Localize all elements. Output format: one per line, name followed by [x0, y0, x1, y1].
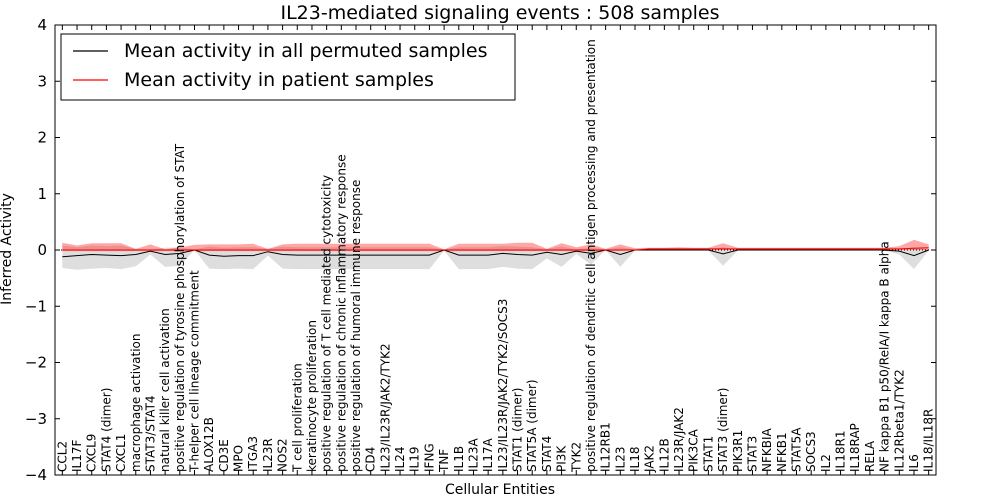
x-tick-label: STAT3 — [746, 436, 760, 472]
x-tick-label: macrophage activation — [129, 334, 143, 472]
x-tick-label: STAT5A (dimer) — [525, 379, 539, 472]
y-tick-label: 1 — [37, 185, 47, 203]
x-tick-label: IL23R — [261, 438, 275, 472]
x-tick-label: positive regulation of chronic inflammat… — [334, 154, 348, 472]
chart-title: IL23-mediated signaling events : 508 sam… — [280, 2, 719, 24]
legend-label-permuted: Mean activity in all permuted samples — [124, 40, 487, 62]
x-tick-label: STAT3 (dimer) — [716, 388, 730, 472]
x-tick-label: MPO — [232, 445, 246, 472]
series-line-permuted — [62, 249, 929, 258]
x-tick-label: IL18/IL18R — [922, 409, 936, 472]
x-tick-label: PIK3R1 — [731, 430, 745, 472]
x-tick-label: STAT4 — [540, 436, 554, 472]
x-tick-label: TYK2 — [569, 442, 583, 473]
legend-label-patient: Mean activity in patient samples — [124, 69, 434, 91]
x-tick-label: IL6 — [907, 454, 921, 472]
x-tick-label: positive regulation of dendritic cell an… — [584, 39, 598, 472]
y-axis-label: Inferred Activity — [0, 193, 15, 305]
x-tick-label: IL1B — [452, 446, 466, 472]
x-tick-label: RELA — [863, 440, 877, 472]
x-tick-label: IL23/IL23R/JAK2/TYK2 — [378, 343, 392, 472]
x-tick-label: CXCL9 — [85, 434, 99, 472]
x-tick-label: STAT1 (dimer) — [511, 388, 525, 472]
x-tick-label: CD4 — [364, 447, 378, 472]
x-tick-label: CCL2 — [55, 441, 69, 472]
y-tick-label: 4 — [37, 16, 47, 34]
x-tick-label: IL23 — [613, 447, 627, 473]
x-tick-label: positive regulation of T cell mediated c… — [320, 175, 334, 472]
x-tick-label: PI3K — [555, 445, 569, 472]
x-tick-label: T cell proliferation — [290, 363, 304, 473]
y-tick-label: 0 — [37, 241, 47, 259]
x-tick-label: positive regulation of humoral immune re… — [349, 180, 363, 472]
series-line-patient — [62, 247, 929, 251]
x-tick-label: IL18RAP — [848, 423, 862, 472]
x-tick-label: STAT1 — [701, 436, 715, 472]
x-tick-label: IL12Rbeta1/TYK2 — [892, 369, 906, 472]
y-tick-label: 2 — [37, 129, 47, 147]
legend: Mean activity in all permuted samples Mea… — [60, 33, 516, 101]
x-tick-label: IL18R1 — [834, 431, 848, 472]
band-patient — [62, 239, 929, 252]
x-tick-label: TNF — [437, 449, 451, 473]
x-tick-label: IL12RB1 — [599, 422, 613, 472]
x-tick-label: CD3E — [217, 439, 231, 472]
y-tick-label: −1 — [25, 297, 47, 315]
x-tick-label: STAT4 (dimer) — [99, 388, 113, 472]
x-tick-label: ALOX12B — [202, 417, 216, 472]
x-tick-label: IL24 — [393, 447, 407, 473]
band-permuted — [62, 245, 929, 270]
x-tick-label: T-helper cell lineage commitment — [188, 270, 202, 473]
x-tick-label: NF kappa B1 p50/RelA/I kappa B alpha — [878, 241, 892, 472]
y-tick-label: −3 — [25, 410, 47, 428]
x-tick-label: IL18 — [628, 447, 642, 473]
x-tick-label: IL17A — [481, 438, 495, 472]
x-tick-label: JAK2 — [643, 445, 657, 473]
x-axis-label: Cellular Entities — [445, 482, 555, 498]
x-tick-label: positive regulation of tyrosine phosphor… — [173, 143, 187, 472]
x-tick-label: SOCS3 — [804, 431, 818, 472]
x-tick-label: PIK3CA — [687, 428, 701, 472]
x-tick-label: ITGA3 — [246, 436, 260, 472]
x-tick-label: keratinocyte proliferation — [305, 320, 319, 472]
x-tick-label: NFKBIA — [760, 427, 774, 472]
x-tick-label: IL23/IL23R/JAK2/TYK2/SOCS3 — [496, 299, 510, 472]
x-tick-label: NOS2 — [276, 438, 290, 472]
x-tick-label: IL17F — [70, 440, 84, 472]
x-tick-label: natural killer cell activation — [158, 308, 172, 472]
x-tick-label: IL19 — [408, 447, 422, 473]
y-tick-label: −2 — [25, 354, 47, 372]
x-tick-label: STAT5A — [790, 427, 804, 472]
x-tick-label: IFNG — [422, 443, 436, 472]
y-tick-label: 3 — [37, 72, 47, 90]
x-tick-label: NFKB1 — [775, 432, 789, 472]
x-tick-label: IL23R/JAK2 — [672, 407, 686, 472]
x-tick-label: CXCL1 — [114, 434, 128, 472]
x-tick-label: STAT3/STAT4 — [143, 395, 157, 472]
x-tick-label: IL12B — [657, 438, 671, 472]
x-tick-label: IL2 — [819, 454, 833, 472]
x-tick-label: IL23A — [467, 438, 481, 472]
legend-box — [60, 33, 516, 101]
y-tick-label: −4 — [25, 466, 47, 484]
